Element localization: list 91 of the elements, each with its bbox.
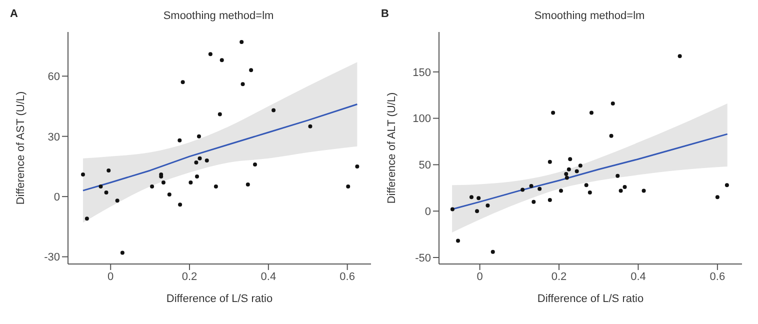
y-axis-title: Difference of ALT (U/L) xyxy=(386,92,398,204)
point xyxy=(475,209,480,214)
x-tick-label: 0.4 xyxy=(260,270,276,283)
x-tick-label: 0.2 xyxy=(551,270,567,283)
point xyxy=(532,200,536,204)
point xyxy=(456,238,460,243)
point xyxy=(195,174,200,178)
point xyxy=(272,108,276,112)
point xyxy=(355,164,360,168)
x-axis-title: Difference of L/S ratio xyxy=(166,293,273,305)
point xyxy=(490,250,495,254)
y-tick-label: 50 xyxy=(418,160,431,172)
point xyxy=(589,110,594,115)
point xyxy=(214,184,218,189)
point xyxy=(115,198,120,203)
point xyxy=(161,180,166,185)
point xyxy=(253,162,258,166)
point xyxy=(610,101,615,106)
point xyxy=(167,192,172,197)
point xyxy=(618,188,623,193)
text: B xyxy=(381,8,389,20)
point xyxy=(106,168,111,172)
point xyxy=(476,196,481,200)
point xyxy=(240,40,244,44)
point xyxy=(178,138,182,142)
point xyxy=(538,186,542,191)
y-tick-label: -30 xyxy=(44,252,60,264)
point xyxy=(249,68,254,72)
y-tick-label: 30 xyxy=(48,131,60,144)
point xyxy=(574,169,579,174)
point xyxy=(469,195,474,200)
point xyxy=(194,160,198,164)
point xyxy=(80,172,85,176)
point xyxy=(208,52,212,56)
point xyxy=(642,188,646,193)
point xyxy=(204,158,209,162)
point xyxy=(622,184,627,189)
y-tick-label: -50 xyxy=(415,252,431,264)
point xyxy=(486,204,490,208)
point xyxy=(180,80,185,84)
y-tick-label: 0 xyxy=(54,191,60,204)
line-series xyxy=(82,104,358,192)
chart-title: Smoothing method=lm xyxy=(163,10,274,22)
point xyxy=(578,164,582,168)
point xyxy=(120,250,124,255)
point xyxy=(616,174,620,178)
x-tick-label: 0.2 xyxy=(182,270,198,283)
point xyxy=(715,195,720,200)
point xyxy=(220,58,224,62)
x-tick-label: 0.6 xyxy=(710,270,726,283)
point xyxy=(104,190,108,195)
point xyxy=(551,110,556,115)
point xyxy=(564,172,568,176)
point xyxy=(246,182,250,187)
y-tick-label: 0 xyxy=(424,206,431,218)
x-tick-label: 0.4 xyxy=(630,270,646,283)
point xyxy=(588,190,592,195)
point xyxy=(98,184,103,189)
y-axis-title: Difference of AST (U/L) xyxy=(14,91,27,205)
y-tick-label: 100 xyxy=(412,113,431,126)
x-tick-label: 0.6 xyxy=(340,270,355,283)
point xyxy=(678,54,682,58)
x-tick-label: 0 xyxy=(108,270,114,283)
point xyxy=(568,157,572,162)
point xyxy=(520,188,525,192)
point xyxy=(346,184,350,189)
point xyxy=(240,82,245,86)
point xyxy=(558,188,563,193)
point xyxy=(178,202,182,207)
point xyxy=(564,176,569,180)
x-axis-title: Difference of L/S ratio xyxy=(537,293,644,305)
point xyxy=(724,183,729,188)
point xyxy=(548,160,552,164)
y-tick-label: 150 xyxy=(412,66,431,79)
point xyxy=(150,184,154,189)
text: A xyxy=(10,8,18,20)
chart-title: Smoothing method=lm xyxy=(534,10,645,22)
point xyxy=(196,134,201,138)
point xyxy=(566,167,571,172)
point xyxy=(218,112,222,116)
point xyxy=(584,183,588,188)
point xyxy=(84,216,89,221)
point xyxy=(548,198,552,202)
x-tick-label: 0 xyxy=(476,270,483,283)
point xyxy=(609,134,614,138)
point xyxy=(529,184,534,188)
point xyxy=(450,207,454,212)
point xyxy=(188,180,193,185)
point xyxy=(198,156,202,160)
point xyxy=(308,124,312,128)
y-tick-label: 60 xyxy=(48,71,60,84)
